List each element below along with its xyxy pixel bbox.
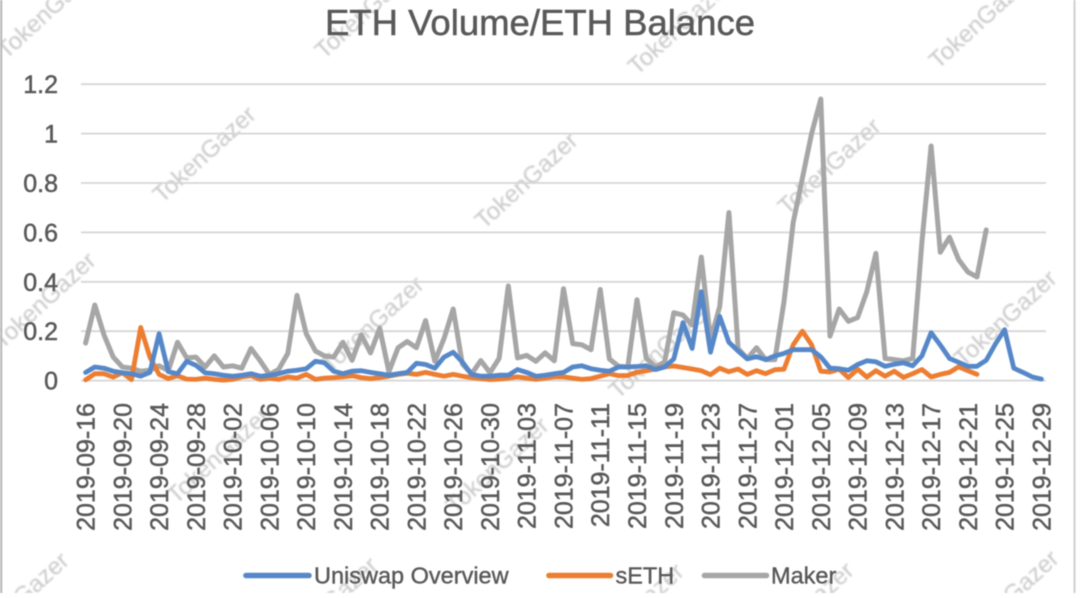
svg-text:0: 0: [44, 368, 58, 396]
svg-text:sETH: sETH: [616, 563, 675, 589]
svg-text:2019-10-22: 2019-10-22: [403, 403, 431, 531]
svg-text:2019-11-19: 2019-11-19: [661, 403, 689, 529]
svg-text:2019-12-17: 2019-12-17: [918, 403, 946, 531]
svg-text:2019-10-30: 2019-10-30: [477, 403, 505, 531]
svg-text:2019-09-24: 2019-09-24: [146, 403, 174, 531]
svg-text:ETH Volume/ETH Balance: ETH Volume/ETH Balance: [325, 2, 755, 43]
svg-text:2019-11-07: 2019-11-07: [551, 403, 579, 529]
svg-text:2019-12-21: 2019-12-21: [955, 403, 983, 531]
svg-text:2019-12-09: 2019-12-09: [845, 403, 873, 531]
svg-text:2019-09-16: 2019-09-16: [73, 403, 101, 531]
svg-text:2019-11-11: 2019-11-11: [587, 403, 615, 527]
svg-text:2019-12-01: 2019-12-01: [771, 403, 799, 531]
svg-text:2019-10-26: 2019-10-26: [440, 403, 468, 531]
svg-text:0.2: 0.2: [23, 318, 58, 346]
svg-text:2019-10-06: 2019-10-06: [256, 403, 284, 531]
svg-text:0.6: 0.6: [23, 219, 58, 247]
svg-text:2019-12-29: 2019-12-29: [1028, 403, 1056, 531]
svg-text:Maker: Maker: [771, 563, 836, 589]
svg-text:Uniswap Overview: Uniswap Overview: [314, 563, 510, 589]
svg-text:2019-11-27: 2019-11-27: [734, 403, 762, 529]
svg-text:2019-12-13: 2019-12-13: [881, 403, 909, 531]
svg-text:2019-10-02: 2019-10-02: [220, 403, 248, 531]
svg-text:2019-10-10: 2019-10-10: [293, 403, 321, 531]
svg-text:2019-11-03: 2019-11-03: [514, 403, 542, 529]
svg-text:0.4: 0.4: [23, 269, 58, 297]
svg-text:2019-12-25: 2019-12-25: [992, 403, 1020, 531]
svg-text:2019-11-23: 2019-11-23: [698, 403, 726, 529]
svg-text:1: 1: [44, 121, 58, 149]
svg-text:2019-12-05: 2019-12-05: [808, 403, 836, 531]
svg-text:2019-10-14: 2019-10-14: [330, 403, 358, 531]
svg-text:2019-09-28: 2019-09-28: [183, 403, 211, 531]
svg-text:0.8: 0.8: [23, 170, 58, 198]
svg-text:2019-11-15: 2019-11-15: [624, 403, 652, 529]
svg-text:2019-09-20: 2019-09-20: [109, 403, 137, 531]
svg-text:1.2: 1.2: [23, 71, 58, 99]
svg-text:2019-10-18: 2019-10-18: [367, 403, 395, 531]
